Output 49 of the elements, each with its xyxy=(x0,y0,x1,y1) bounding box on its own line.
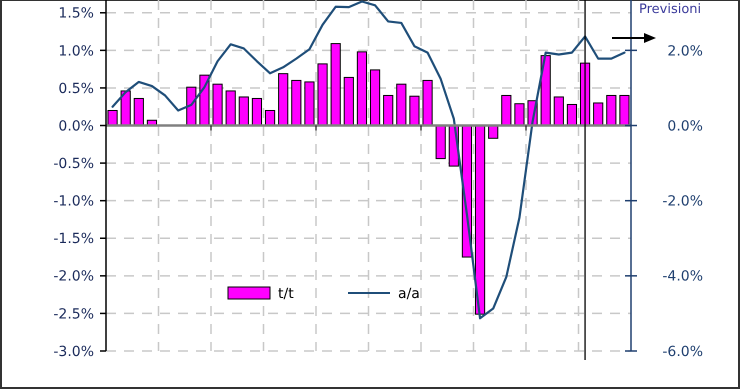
y2-tick-label: 0.0% xyxy=(667,118,703,134)
bar xyxy=(252,98,262,126)
bar xyxy=(304,81,315,126)
bar xyxy=(593,102,604,126)
bar xyxy=(330,43,341,126)
bar xyxy=(291,80,302,126)
line-series xyxy=(111,0,626,320)
bar xyxy=(238,96,249,126)
bar xyxy=(383,94,394,126)
bar xyxy=(619,94,630,126)
bar xyxy=(212,84,223,126)
legend-label: t/t xyxy=(278,286,294,302)
bar xyxy=(356,51,368,126)
bar xyxy=(422,80,433,126)
bar xyxy=(540,55,551,126)
bar xyxy=(370,69,380,126)
y-tick-label: -2.5% xyxy=(53,306,94,322)
text: Previsioni xyxy=(639,2,702,17)
y-tick-label: -1.0% xyxy=(53,194,94,210)
y2-tick-label: -2.0% xyxy=(662,194,703,210)
bar xyxy=(344,76,354,126)
y-tick-label: -0.5% xyxy=(53,156,94,172)
y-tick-label: -2.0% xyxy=(53,268,94,285)
y2-tick-label: 2.0% xyxy=(667,43,703,60)
bar xyxy=(134,98,144,126)
y2-tick-label: -4.0% xyxy=(662,268,703,285)
bar xyxy=(226,90,236,126)
legend-label: a/a xyxy=(398,286,420,302)
bar xyxy=(488,125,498,139)
y-tick-label: -3.0% xyxy=(53,344,94,360)
bar xyxy=(501,94,512,126)
bar xyxy=(186,86,196,126)
y-tick-label: 0.0% xyxy=(58,118,94,134)
y-tick-label: 0.5% xyxy=(58,80,94,97)
bar xyxy=(396,84,406,126)
bar xyxy=(409,96,420,126)
bar xyxy=(474,125,486,315)
bar xyxy=(120,90,131,126)
bar xyxy=(436,125,446,160)
y-tick-label: -1.5% xyxy=(53,231,94,248)
y-tick-label: 1.0% xyxy=(58,43,94,60)
bar xyxy=(554,96,564,126)
bar xyxy=(317,63,328,126)
bar xyxy=(566,104,578,126)
bar xyxy=(278,73,288,126)
y2-tick-label: -6.0% xyxy=(662,344,703,360)
bar xyxy=(514,103,525,126)
y-tick-label: 1.5% xyxy=(58,6,94,22)
bar xyxy=(606,94,616,126)
